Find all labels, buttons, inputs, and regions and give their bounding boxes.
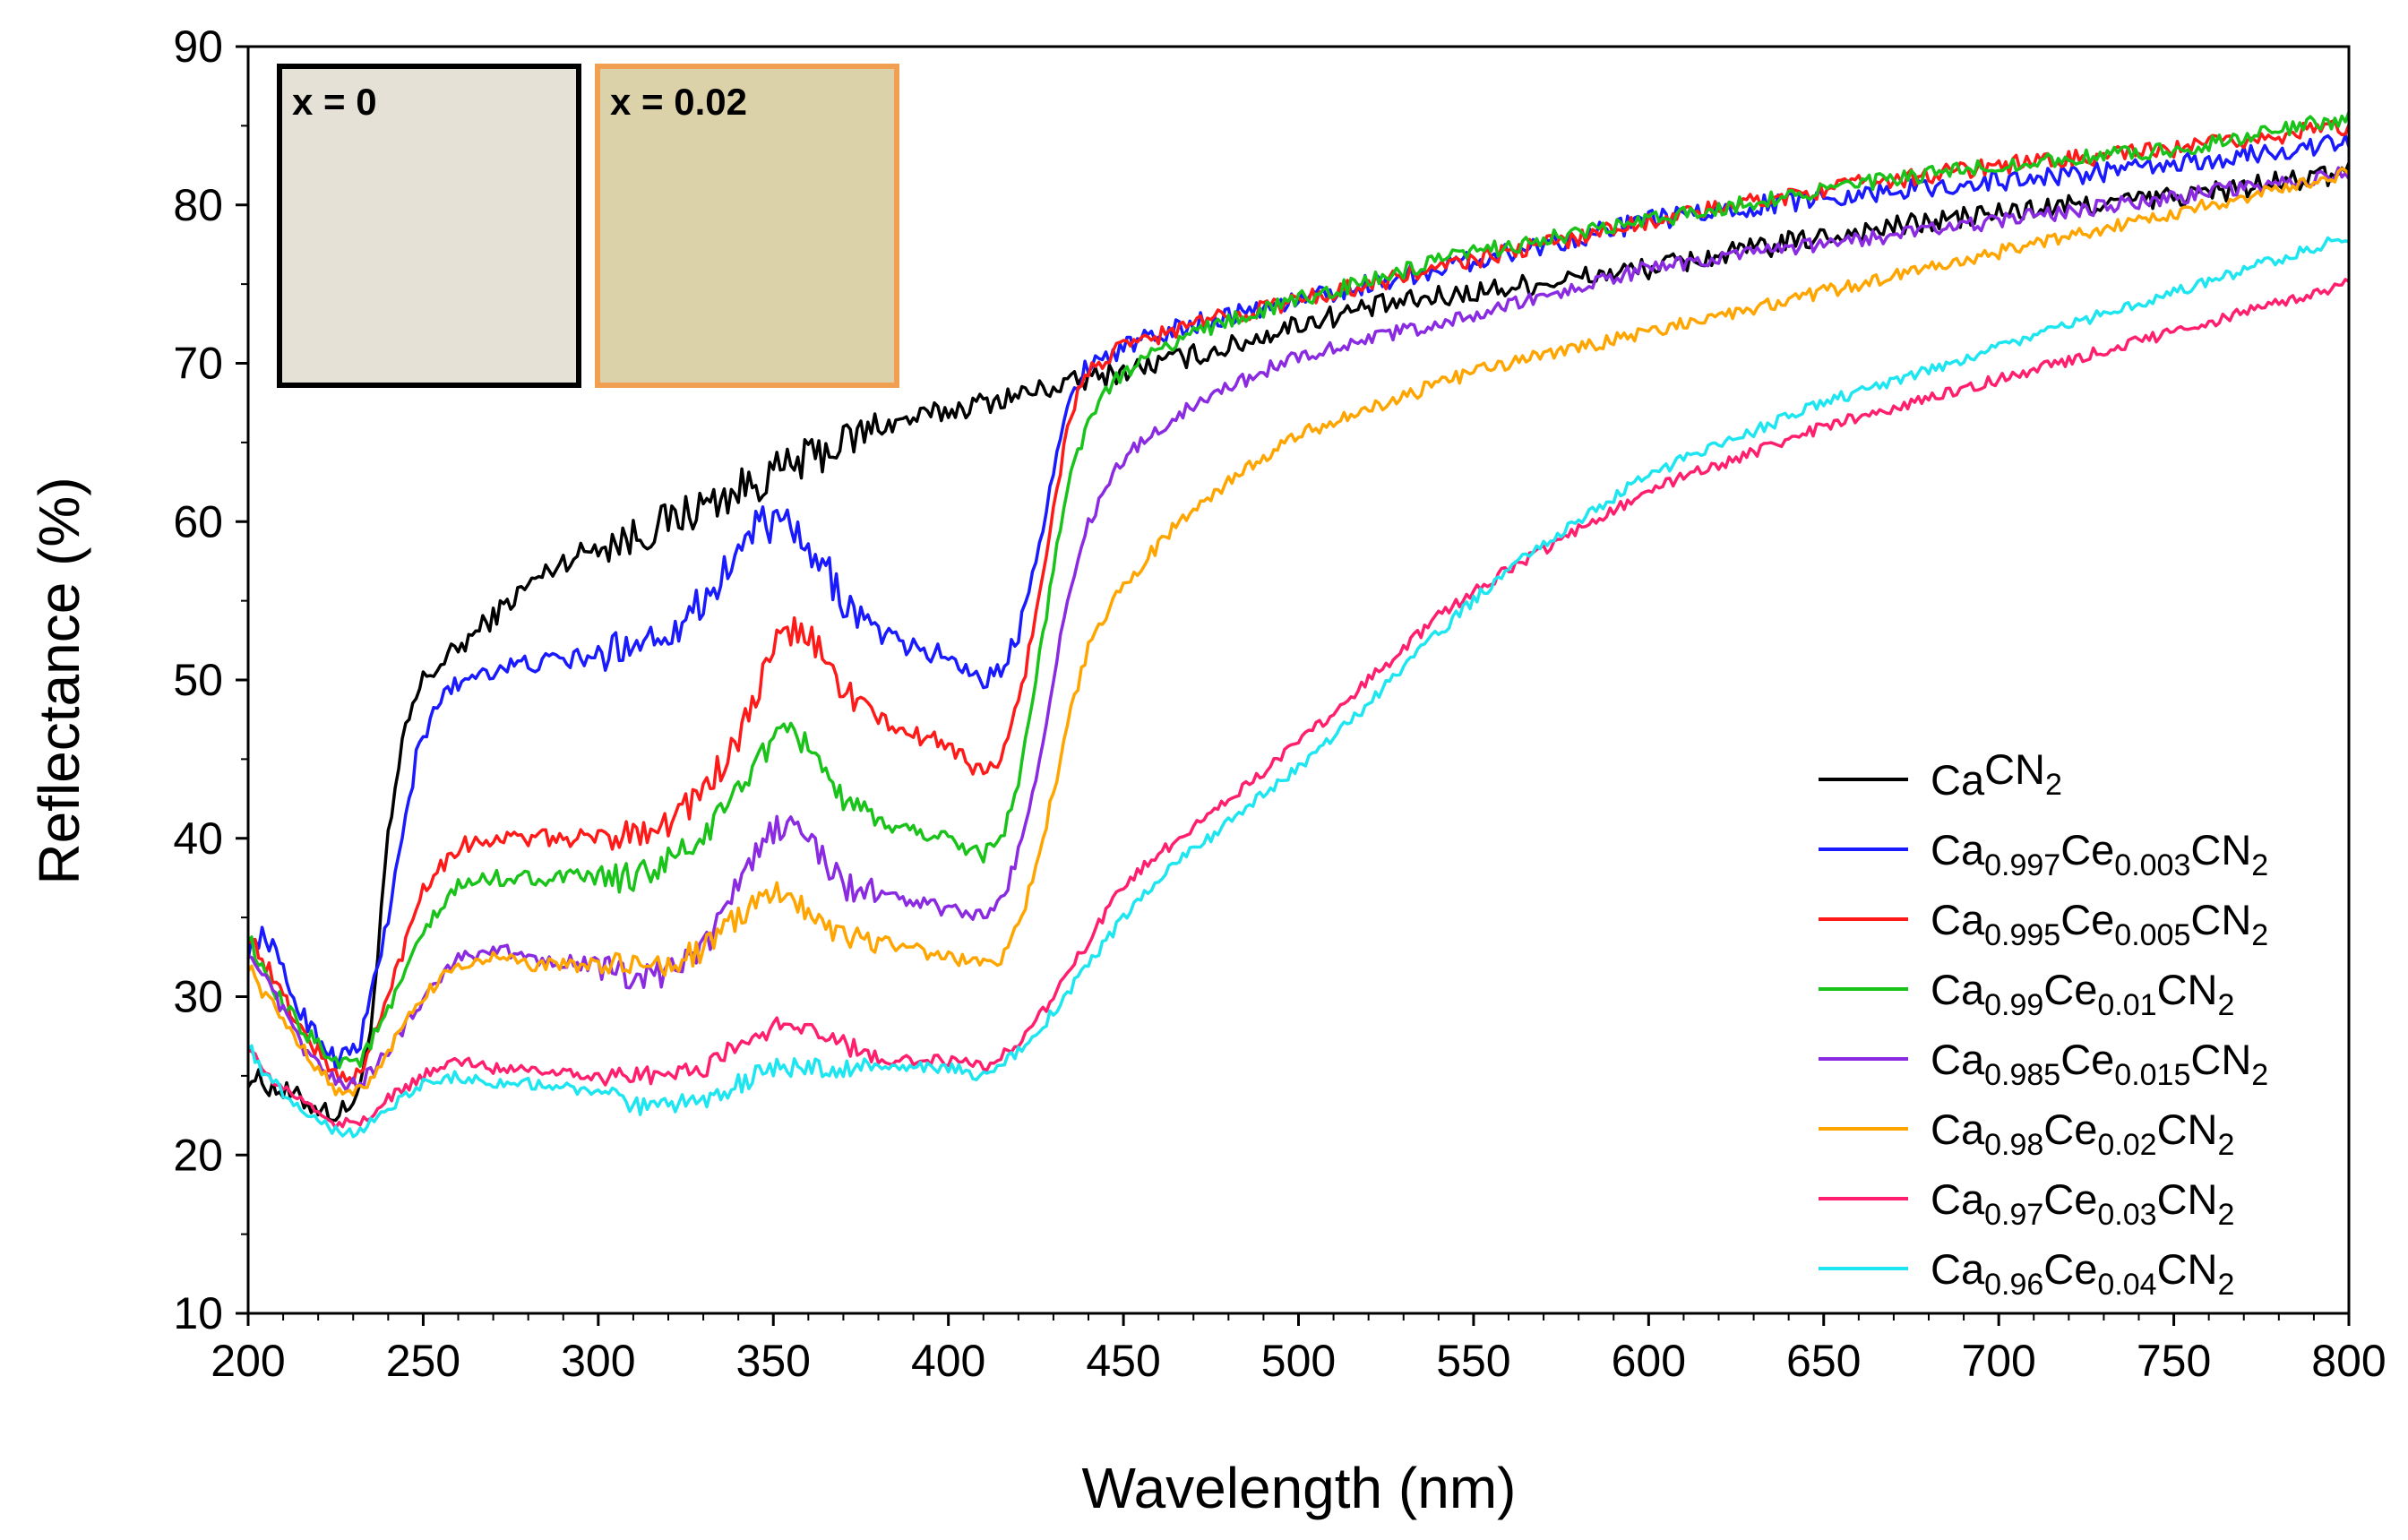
y-tick-label: 30 xyxy=(173,972,223,1022)
x-axis-title: Wavelength (nm) xyxy=(1082,1456,1517,1520)
x-axis: 200 250 300 350 400 450 500 550 600 650 700 750 800 xyxy=(211,1313,2386,1386)
x-tick-label: 400 xyxy=(911,1336,985,1386)
y-tick-label: 10 xyxy=(173,1288,223,1338)
y-tick-label: 60 xyxy=(173,496,223,546)
y-tick-label: 40 xyxy=(173,813,223,864)
legend-label-0: CaCN2 xyxy=(1931,745,2062,804)
x-tick-label: 650 xyxy=(1786,1336,1861,1386)
legend-label-7: Ca0.96Ce0.04CN2 xyxy=(1931,1245,2234,1302)
legend-label-2: Ca0.995Ce0.005CN2 xyxy=(1931,896,2268,952)
x-tick-label: 350 xyxy=(736,1336,811,1386)
sample-photo-0 xyxy=(277,64,581,388)
sample-photo-label-0: x = 0 xyxy=(292,81,377,123)
x-tick-label: 500 xyxy=(1261,1336,1336,1386)
x-tick-label: 300 xyxy=(561,1336,635,1386)
y-axis-title: Reflectance (%) xyxy=(27,477,91,884)
legend-label-4: Ca0.985Ce0.015CN2 xyxy=(1931,1036,2268,1092)
series-line-6 xyxy=(246,278,2350,1130)
x-tick-label: 250 xyxy=(386,1336,460,1386)
y-tick-label: 20 xyxy=(173,1130,223,1180)
x-tick-label: 550 xyxy=(1436,1336,1510,1386)
x-tick-label: 600 xyxy=(1612,1336,1686,1386)
series-line-7 xyxy=(246,236,2350,1139)
series-line-5 xyxy=(246,167,2351,1097)
legend: CaCN2 Ca0.997Ce0.003CN2 Ca0.995Ce0.005CN2 C… xyxy=(1819,745,2268,1302)
legend-label-1: Ca0.997Ce0.003CN2 xyxy=(1931,826,2268,882)
sample-photo-label-1: x = 0.02 xyxy=(610,81,747,123)
y-tick-label: 80 xyxy=(173,180,223,230)
legend-label-5: Ca0.98Ce0.02CN2 xyxy=(1931,1106,2234,1162)
y-axis: 10 20 30 40 50 60 70 80 90 xyxy=(173,22,248,1338)
y-tick-label: 90 xyxy=(173,22,223,72)
x-tick-label: 700 xyxy=(1961,1336,2035,1386)
sample-photo-1 xyxy=(595,64,899,388)
y-tick-label: 70 xyxy=(173,339,223,389)
series-layer xyxy=(246,111,2351,1139)
photo-insets: x = 0 x = 0.02 xyxy=(277,64,899,388)
x-tick-label: 750 xyxy=(2137,1336,2211,1386)
series-line-3 xyxy=(246,111,2351,1070)
legend-label-6: Ca0.97Ce0.03CN2 xyxy=(1931,1175,2234,1232)
legend-label-3: Ca0.99Ce0.01CN2 xyxy=(1931,966,2234,1022)
series-line-0 xyxy=(246,162,2351,1123)
x-tick-label: 800 xyxy=(2311,1336,2386,1386)
series-line-1 xyxy=(246,133,2351,1071)
x-tick-label: 200 xyxy=(211,1336,285,1386)
x-tick-label: 450 xyxy=(1086,1336,1160,1386)
y-tick-label: 50 xyxy=(173,655,223,705)
